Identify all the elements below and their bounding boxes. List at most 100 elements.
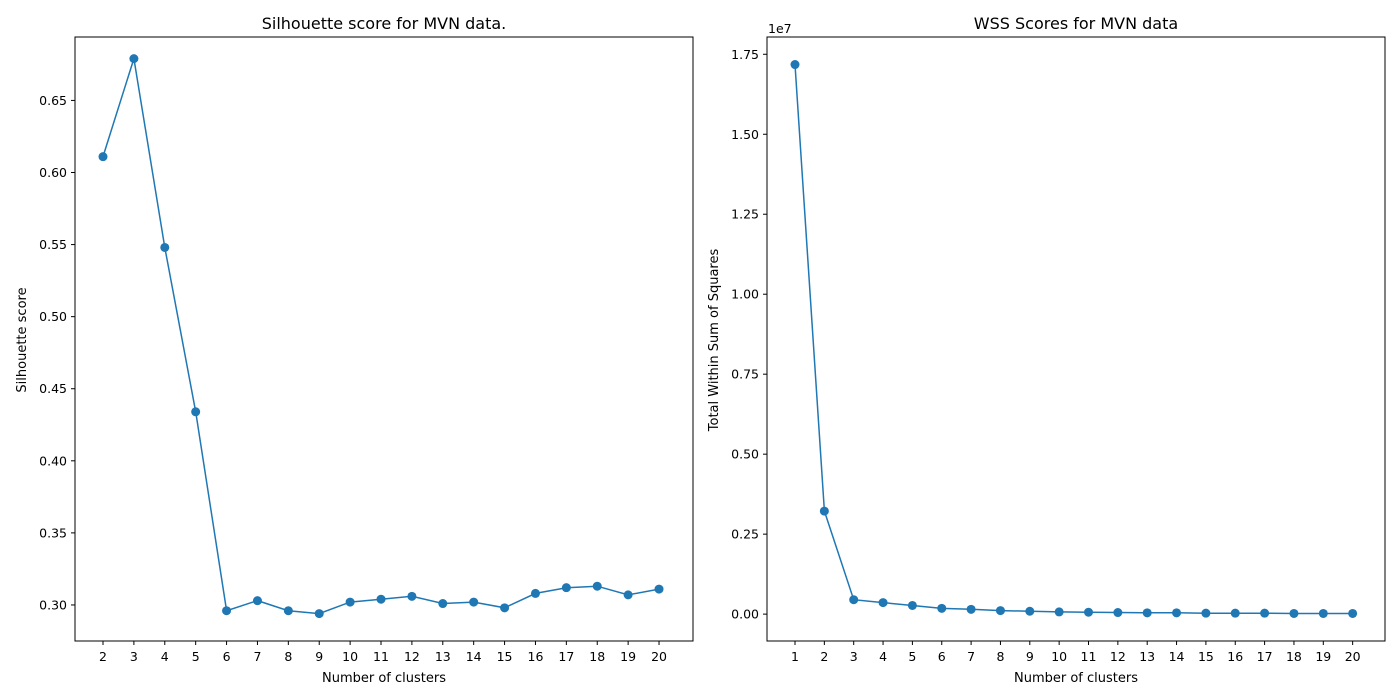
wss-x-tick-label: 14	[1169, 649, 1185, 664]
wss-x-tick-label: 11	[1081, 649, 1097, 664]
silhouette-y-tick-label: 0.55	[39, 237, 67, 252]
silhouette-data-point	[129, 54, 139, 64]
silhouette-y-tick-label: 0.60	[39, 165, 67, 180]
wss-chart-title: WSS Scores for MVN data	[974, 14, 1178, 33]
silhouette-data-point	[592, 581, 602, 591]
silhouette-x-tick-label: 9	[315, 649, 323, 664]
wss-data-point	[1201, 608, 1211, 618]
wss-x-tick-label: 19	[1315, 649, 1331, 664]
silhouette-data-point	[623, 590, 633, 600]
silhouette-data-point	[345, 597, 355, 607]
wss-x-tick-label: 16	[1227, 649, 1243, 664]
silhouette-series-line	[102, 58, 660, 615]
wss-y-tick-label: 1.00	[731, 287, 759, 302]
wss-x-tick-label: 18	[1286, 649, 1302, 664]
wss-x-tick-label: 3	[850, 649, 858, 664]
silhouette-data-point	[407, 591, 417, 601]
wss-data-point	[1230, 608, 1240, 618]
silhouette-y-tick-label: 0.65	[39, 93, 67, 108]
silhouette-data-point	[469, 597, 479, 607]
silhouette-x-tick-label: 11	[373, 649, 389, 664]
silhouette-y-tick-label: 0.40	[39, 453, 67, 468]
silhouette-x-tick-label: 3	[130, 649, 138, 664]
silhouette-data-point	[438, 599, 448, 609]
wss-y-axis-label: Total Within Sum of Squares	[707, 249, 722, 433]
wss-data-point	[907, 600, 917, 610]
wss-data-point	[1172, 608, 1182, 618]
wss-x-tick-label: 20	[1345, 649, 1361, 664]
silhouette-x-tick-label: 4	[161, 649, 169, 664]
silhouette-data-point	[654, 584, 664, 594]
silhouette-x-tick-label: 17	[558, 649, 574, 664]
wss-data-point	[849, 595, 859, 605]
silhouette-axes-frame	[74, 36, 694, 642]
wss-data-point	[878, 598, 888, 608]
silhouette-x-tick-label: 13	[435, 649, 451, 664]
wss-x-axis-label: Number of clusters	[1014, 671, 1138, 686]
wss-x-tick-label: 13	[1139, 649, 1155, 664]
wss-x-tick-label: 12	[1110, 649, 1126, 664]
silhouette-data-point	[561, 583, 571, 593]
wss-data-point	[1054, 607, 1064, 617]
silhouette-data-point	[500, 603, 510, 613]
wss-data-point	[1348, 608, 1358, 618]
silhouette-y-tick-label: 0.35	[39, 525, 67, 540]
wss-x-tick-label: 1	[791, 649, 799, 664]
wss-x-tick-label: 2	[820, 649, 828, 664]
silhouette-y-tick-label: 0.50	[39, 309, 67, 324]
silhouette-x-tick-label: 5	[192, 649, 200, 664]
silhouette-x-tick-label: 15	[497, 649, 513, 664]
wss-x-tick-label: 17	[1257, 649, 1273, 664]
wss-y-tick-label: 0.50	[731, 447, 759, 462]
wss-x-tick-label: 4	[879, 649, 887, 664]
silhouette-chart-title: Silhouette score for MVN data.	[262, 14, 507, 33]
silhouette-x-tick-label: 20	[651, 649, 667, 664]
wss-data-point	[819, 506, 829, 516]
wss-y-tick-label: 0.75	[731, 367, 759, 382]
wss-data-point	[1260, 608, 1270, 618]
wss-x-tick-label: 10	[1051, 649, 1067, 664]
wss-data-point	[1142, 608, 1152, 618]
silhouette-data-point	[530, 588, 540, 598]
silhouette-x-tick-label: 16	[528, 649, 544, 664]
wss-data-point	[966, 604, 976, 614]
wss-x-tick-label: 8	[996, 649, 1004, 664]
silhouette-data-point	[283, 606, 293, 616]
wss-chart: WSS Scores for MVN data Number of cluste…	[707, 14, 1386, 686]
wss-y-axis-offset-label: 1e7	[768, 21, 792, 36]
silhouette-data-point	[222, 606, 232, 616]
wss-x-tick-label: 9	[1026, 649, 1034, 664]
silhouette-x-tick-label: 18	[589, 649, 605, 664]
wss-y-tick-label: 1.25	[731, 207, 759, 222]
silhouette-x-axis-label: Number of clusters	[322, 671, 446, 686]
wss-data-point	[1318, 608, 1328, 618]
silhouette-data-point	[191, 407, 201, 417]
wss-data-point	[1289, 608, 1299, 618]
silhouette-y-axis-label: Silhouette score	[15, 287, 30, 392]
silhouette-y-tick-label: 0.45	[39, 381, 67, 396]
silhouette-y-tick-label: 0.30	[39, 597, 67, 612]
silhouette-x-tick-label: 2	[99, 649, 107, 664]
wss-y-tick-label: 1.50	[731, 127, 759, 142]
wss-x-tick-label: 7	[967, 649, 975, 664]
wss-data-point	[995, 606, 1005, 616]
wss-data-point	[1113, 608, 1123, 618]
silhouette-x-tick-label: 14	[466, 649, 482, 664]
silhouette-x-tick-label: 8	[284, 649, 292, 664]
silhouette-chart: Silhouette score for MVN data. Number of…	[15, 14, 694, 686]
silhouette-x-tick-label: 7	[253, 649, 261, 664]
wss-data-point	[1084, 607, 1093, 617]
silhouette-data-point	[314, 609, 324, 619]
wss-y-tick-label: 0.00	[731, 607, 759, 622]
silhouette-x-tick-label: 19	[620, 649, 636, 664]
silhouette-data-point	[376, 594, 386, 604]
wss-series-line	[794, 64, 1353, 615]
silhouette-x-tick-label: 10	[342, 649, 358, 664]
wss-x-tick-label: 6	[938, 649, 946, 664]
silhouette-x-tick-label: 6	[223, 649, 231, 664]
silhouette-data-point	[252, 596, 262, 606]
silhouette-data-point	[98, 152, 108, 162]
wss-data-point	[937, 603, 947, 613]
wss-y-tick-label: 0.25	[731, 527, 759, 542]
